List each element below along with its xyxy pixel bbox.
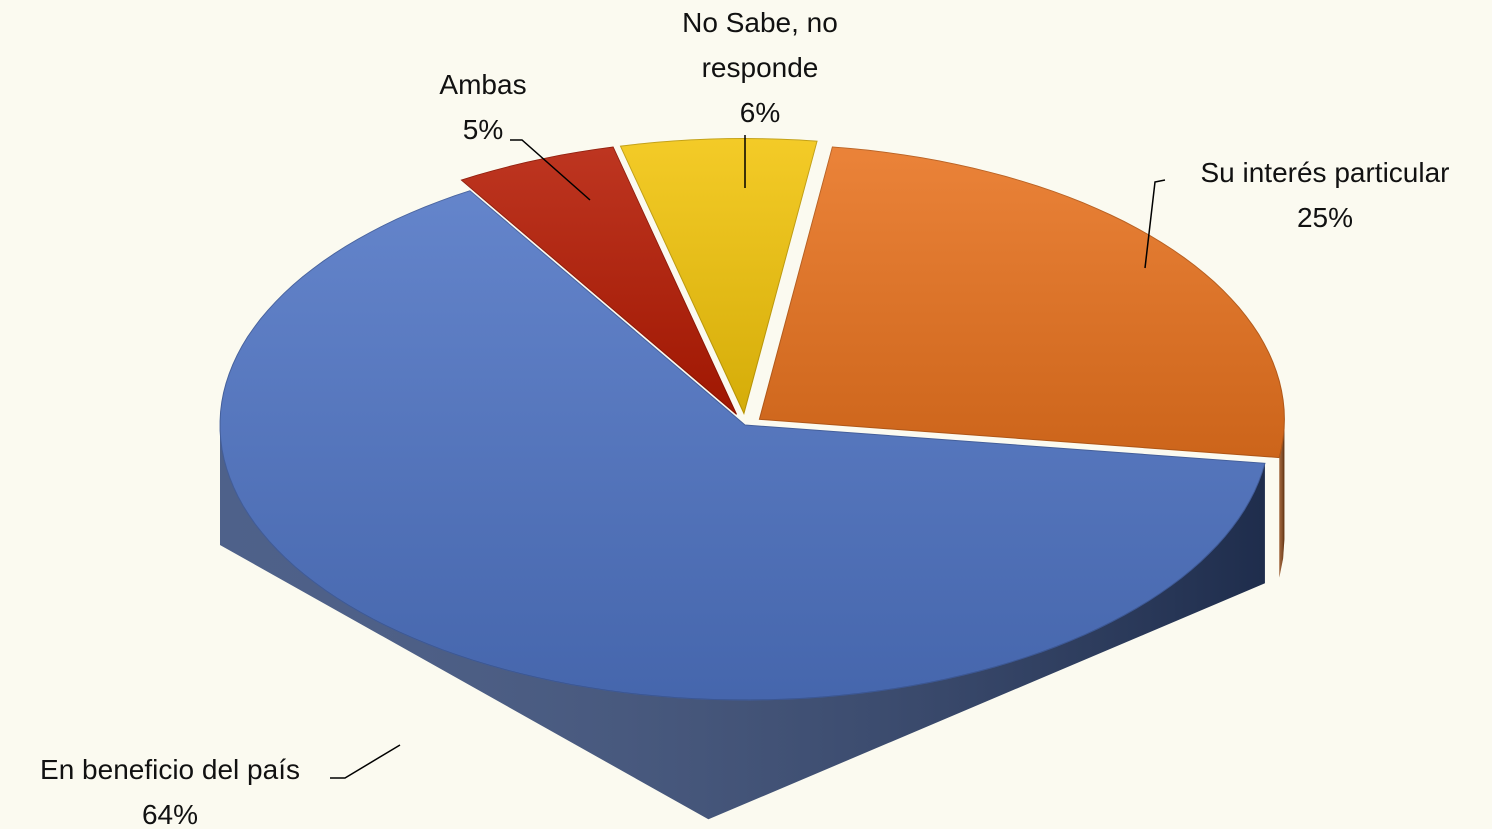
category-label: En beneficio del país <box>40 754 300 785</box>
slice-side-shade <box>220 425 1265 820</box>
slice-shade <box>461 147 737 415</box>
data-label: Ambas 5% <box>403 62 563 152</box>
slice-shade <box>220 190 1265 701</box>
slice-side-shade <box>1279 419 1285 578</box>
slice-shade <box>759 147 1285 458</box>
data-label: En beneficio del país 64% <box>0 747 350 829</box>
data-label: Su interés particular 25% <box>1155 150 1492 240</box>
category-label: Ambas <box>439 69 527 100</box>
leader-line <box>510 139 591 201</box>
slice-shade <box>620 138 817 414</box>
leader-line <box>330 744 401 779</box>
category-label: No Sabe, no responde <box>682 7 838 83</box>
category-label: Su interés particular <box>1200 157 1450 188</box>
value-label: 5% <box>462 114 504 145</box>
value-label: 64% <box>141 799 199 829</box>
value-label: 25% <box>1296 202 1354 233</box>
value-label: 6% <box>739 97 781 128</box>
data-label: No Sabe, no responde 6% <box>653 0 868 135</box>
leader-line <box>1144 179 1166 269</box>
